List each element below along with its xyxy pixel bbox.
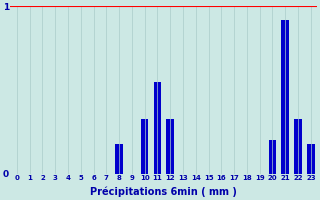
- Bar: [154, 82, 161, 174]
- Bar: [307, 144, 315, 174]
- Bar: [141, 119, 148, 174]
- Bar: [115, 144, 123, 174]
- Bar: [269, 140, 276, 174]
- Bar: [294, 119, 302, 174]
- X-axis label: Précipitations 6min ( mm ): Précipitations 6min ( mm ): [90, 187, 237, 197]
- Bar: [166, 119, 174, 174]
- Bar: [281, 20, 289, 174]
